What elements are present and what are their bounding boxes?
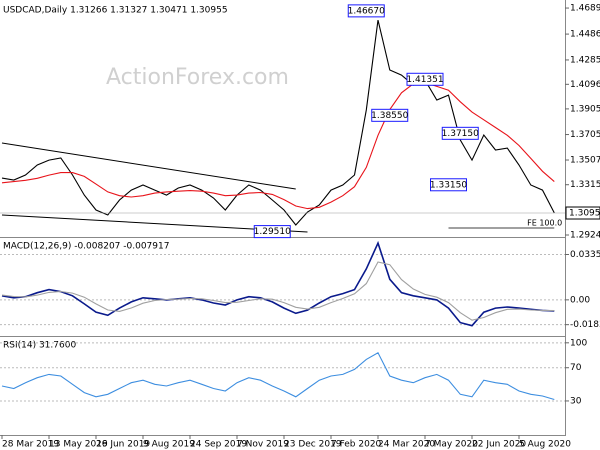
y-tick-label: 0.00 — [570, 295, 590, 305]
y-tick-label: 1.46890 — [570, 4, 600, 14]
annotation-box — [441, 126, 479, 140]
annotation-box — [406, 72, 444, 86]
annotation-box — [371, 108, 409, 122]
annotation-label: 1.29510 — [254, 227, 291, 237]
watermark: ActionForex.com — [106, 65, 289, 90]
y-tick-label: 100 — [570, 338, 587, 348]
x-tick-label: 28 Mar 2019 — [2, 440, 59, 450]
annotation-label: 1.46670 — [348, 6, 385, 16]
x-tick-label: 7 Nov 2019 — [237, 440, 289, 450]
annotation-box — [347, 4, 385, 18]
y-tick-label: 1.39050 — [570, 104, 600, 114]
annotation-label: 1.41351 — [406, 75, 443, 85]
fe-label: FE 100.0 — [527, 218, 562, 227]
y-tick-label: 1.35075 — [570, 156, 600, 166]
x-tick-label: 24 Mar 2020 — [378, 440, 435, 450]
x-tick-label: 9 Aug 2019 — [143, 440, 195, 450]
x-tick-label: 13 May 2019 — [49, 440, 108, 450]
series-line — [1, 352, 555, 401]
x-tick-label: 7 Feb 2020 — [331, 440, 382, 450]
series-line — [1, 240, 555, 327]
series-line — [1, 19, 555, 226]
y-tick-label: -0.018324 — [570, 320, 600, 330]
y-tick-label: 70 — [570, 363, 582, 373]
x-tick-label: 7 May 2020 — [425, 440, 478, 450]
annotation-label: 1.38550 — [371, 111, 408, 121]
y-tick-label: 0.033515 — [570, 250, 600, 260]
last-price-box — [565, 206, 600, 220]
series-line — [1, 261, 555, 321]
x-tick-label: 26 Jun 2019 — [96, 440, 150, 450]
panel-title: MACD(12,26,9) -0.008207 -0.007917 — [3, 242, 169, 252]
last-price-label: 1.30955 — [569, 209, 600, 219]
y-tick-label: 1.29245 — [570, 231, 600, 241]
y-tick-label: 1.37055 — [570, 130, 600, 140]
x-tick-label: 22 Jun 2020 — [472, 440, 526, 450]
panel-title: USDCAD,Daily 1.31266 1.31327 1.30471 1.3… — [3, 6, 228, 16]
annotation-label: 1.33150 — [430, 180, 467, 190]
y-tick-label: 1.33155 — [570, 180, 600, 190]
x-tick-label: 5 Aug 2020 — [519, 440, 571, 450]
annotation-label: 1.37150 — [442, 129, 479, 139]
y-tick-label: 1.44865 — [570, 30, 600, 40]
series-line — [1, 81, 555, 210]
annotation-box — [253, 225, 291, 239]
x-tick-label: 24 Sep 2019 — [190, 440, 247, 450]
y-tick-label: 1.42855 — [570, 55, 600, 65]
y-tick-label: 1.40960 — [570, 80, 600, 90]
trendline — [1, 142, 296, 190]
x-tick-label: 23 Dec 2019 — [284, 440, 342, 450]
panel-title: RSI(14) 31.7600 — [3, 341, 76, 351]
y-tick-label: 30 — [570, 396, 582, 406]
annotation-box — [430, 178, 467, 192]
